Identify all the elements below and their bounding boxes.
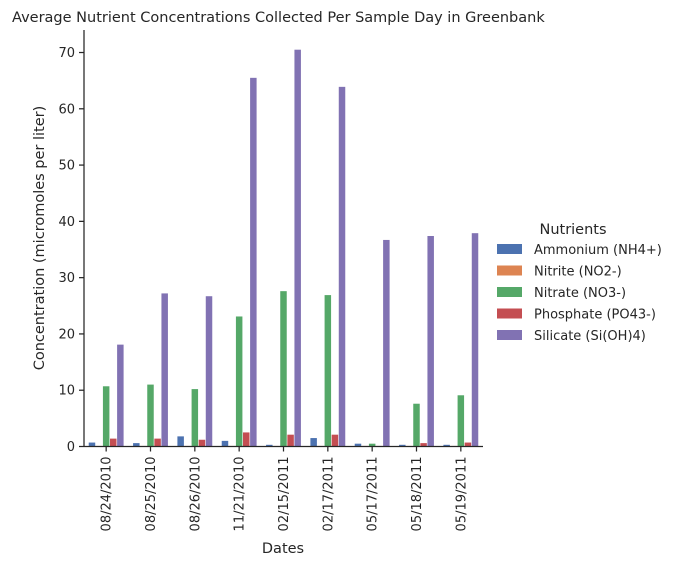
bar [243,432,250,447]
bar [266,444,273,447]
bar [338,86,346,447]
bar [383,239,390,447]
x-tick-label: 05/18/2011 [410,457,425,532]
y-tick-label: 50 [58,159,75,174]
legend-label: Nitrite (NO2-) [534,265,622,280]
y-tick-label: 30 [58,271,75,286]
bar [205,296,213,447]
bar [198,439,206,447]
bar [310,438,317,447]
bar [102,386,110,447]
x-tick-label: 05/17/2011 [366,457,381,532]
x-tick-label: 02/15/2011 [277,457,292,532]
chart-title: Average Nutrient Concentrations Collecte… [12,10,545,26]
bar [133,443,140,447]
y-axis: 0 10 20 30 40 50 60 70 [58,30,85,455]
bar [354,443,362,447]
bar [471,233,479,447]
x-tick-label: 05/19/2011 [454,457,469,532]
bar [443,444,450,447]
legend-items: Ammonium (NH4+) Nitrite (NO2-) Nitrate (NO… [497,243,662,344]
legend-swatch [497,287,522,297]
legend-label: Nitrate (NO3-) [534,286,626,301]
bar [457,395,465,447]
bar [331,434,339,447]
legend: Nutrients Ammonium (NH4+) Nitrite (NO2-) N… [497,222,662,344]
legend-label: Ammonium (NH4+) [534,243,662,258]
x-tick-label: 11/21/2010 [233,457,248,532]
y-tick-label: 40 [58,215,75,230]
legend-swatch [497,330,522,340]
legend-swatch [497,308,522,319]
bar [280,291,287,447]
y-tick-label: 0 [67,440,75,455]
legend-swatch [497,265,522,276]
y-tick-label: 10 [58,384,75,399]
bar [368,443,376,447]
bar [427,236,434,447]
y-tick-label: 70 [58,46,75,61]
bar [177,436,184,447]
bar [294,49,301,447]
bar [420,443,427,447]
y-tick-label: 60 [58,102,75,117]
bar [147,384,154,447]
bar [221,440,229,447]
bar [88,442,96,447]
bar [399,444,406,447]
bars [88,49,479,447]
x-tick-label: 08/24/2010 [100,457,115,532]
bar [110,438,117,447]
bar [161,293,168,447]
bar [154,438,161,447]
bar [464,442,472,447]
x-tick-label: 08/26/2010 [188,457,203,532]
bar [413,403,420,447]
x-tick-label: 02/17/2011 [321,457,336,532]
y-tick-label: 20 [58,327,75,342]
x-axis-title: Dates [262,541,304,557]
legend-label: Silicate (Si(OH)4) [534,329,646,344]
x-axis: 08/24/2010 08/25/2010 08/26/2010 11/21/2010… [84,445,483,532]
x-tick-label: 08/25/2010 [144,457,159,532]
legend-title: Nutrients [539,222,606,238]
legend-swatch [497,244,522,254]
legend-label: Phosphate (PO43-) [534,308,656,323]
bar [287,434,294,447]
bar [250,77,257,447]
bar [117,344,124,447]
y-axis-title: Concentration (micromoles per liter) [32,106,48,371]
bar [191,389,199,447]
bar [324,295,332,447]
bar [235,316,243,447]
